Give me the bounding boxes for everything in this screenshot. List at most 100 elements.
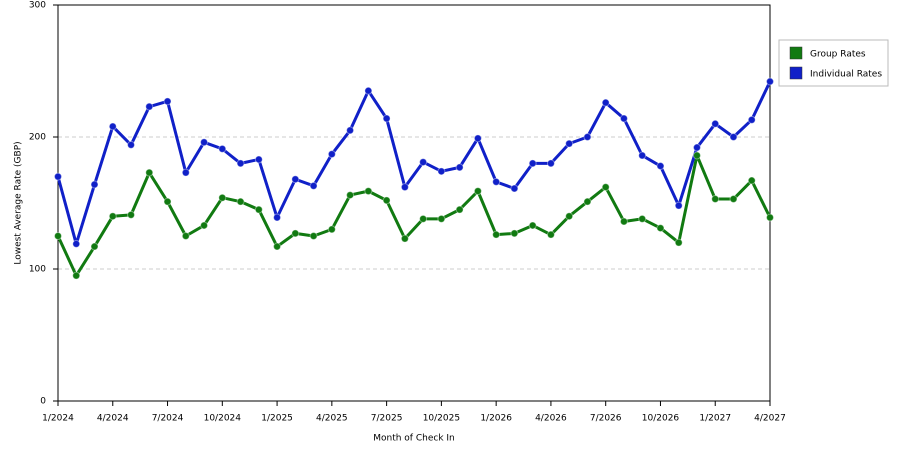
x-tick-label: 1/2027 — [699, 414, 731, 424]
point — [656, 162, 665, 171]
point — [674, 238, 683, 247]
point — [692, 143, 701, 152]
x-tick-label: 7/2026 — [590, 414, 622, 424]
point — [528, 221, 537, 230]
point — [200, 138, 209, 147]
point — [346, 126, 355, 135]
y-tick-label: 200 — [29, 133, 46, 143]
point — [437, 214, 446, 223]
point — [181, 232, 190, 240]
point — [528, 159, 537, 168]
point — [692, 151, 701, 160]
point — [382, 196, 391, 205]
point — [382, 114, 391, 123]
point — [601, 98, 610, 107]
point — [309, 232, 318, 240]
x-tick-label: 10/2024 — [204, 414, 242, 424]
point — [218, 193, 227, 202]
point — [291, 175, 300, 184]
point — [200, 221, 209, 230]
legend-swatch — [789, 46, 803, 60]
point — [236, 197, 245, 206]
point — [766, 77, 774, 86]
point — [747, 176, 756, 185]
point — [455, 205, 464, 214]
point — [346, 191, 355, 200]
x-tick-label: 7/2024 — [152, 414, 184, 424]
point — [729, 195, 738, 204]
point — [638, 151, 647, 160]
point — [400, 234, 409, 243]
point — [309, 181, 318, 190]
point — [638, 214, 647, 223]
point — [108, 122, 117, 131]
point — [72, 239, 81, 248]
x-tick-label: 1/2024 — [42, 414, 74, 424]
point — [273, 213, 282, 222]
point — [236, 159, 245, 168]
x-tick-label: 1/2025 — [261, 414, 293, 424]
legend-label: Group Rates — [810, 50, 866, 60]
point — [674, 201, 683, 210]
point — [145, 168, 154, 177]
point — [656, 224, 665, 233]
point — [163, 97, 172, 106]
point — [455, 163, 464, 172]
point — [419, 214, 428, 223]
point — [747, 115, 756, 124]
x-tick-label: 4/2027 — [754, 414, 786, 424]
point — [437, 167, 446, 176]
point — [218, 144, 227, 153]
point — [510, 229, 519, 238]
point — [327, 150, 336, 159]
point — [601, 183, 610, 192]
point — [729, 133, 738, 141]
y-tick-label: 0 — [40, 397, 46, 407]
point — [419, 158, 428, 167]
point — [546, 230, 555, 239]
x-tick-label: 4/2024 — [97, 414, 129, 424]
x-tick-label: 10/2026 — [642, 414, 680, 424]
point — [400, 183, 409, 192]
point — [546, 159, 555, 168]
point — [90, 242, 99, 251]
point — [54, 172, 62, 181]
point — [364, 187, 373, 196]
x-tick-label: 4/2025 — [316, 414, 348, 424]
x-axis-label: Month of Check In — [373, 434, 455, 444]
point — [327, 225, 336, 234]
point — [619, 114, 628, 123]
x-tick-label: 1/2026 — [480, 414, 512, 424]
legend-swatch — [789, 66, 803, 80]
point — [583, 197, 592, 206]
point — [127, 210, 136, 219]
point — [254, 205, 263, 214]
point — [711, 195, 720, 204]
x-tick-label: 7/2025 — [371, 414, 403, 424]
point — [364, 86, 373, 95]
point — [72, 271, 81, 280]
point — [473, 187, 482, 196]
point — [766, 213, 774, 222]
point — [619, 217, 628, 226]
point — [565, 212, 574, 221]
y-tick-label: 100 — [29, 265, 46, 275]
point — [473, 134, 482, 143]
legend-label: Individual Rates — [810, 70, 882, 80]
point — [291, 229, 300, 238]
x-tick-label: 4/2026 — [535, 414, 567, 424]
point — [254, 155, 263, 164]
point — [108, 212, 117, 221]
point — [90, 180, 99, 189]
point — [127, 140, 136, 149]
point — [163, 197, 172, 206]
point — [510, 184, 519, 193]
series-line — [56, 80, 772, 246]
plot-frame — [57, 4, 771, 402]
point — [492, 230, 501, 239]
point — [583, 133, 592, 141]
y-tick-label: 300 — [29, 1, 46, 11]
x-tick-label: 10/2025 — [423, 414, 460, 424]
y-axis-label: Lowest Average Rate (GBP) — [14, 141, 24, 264]
